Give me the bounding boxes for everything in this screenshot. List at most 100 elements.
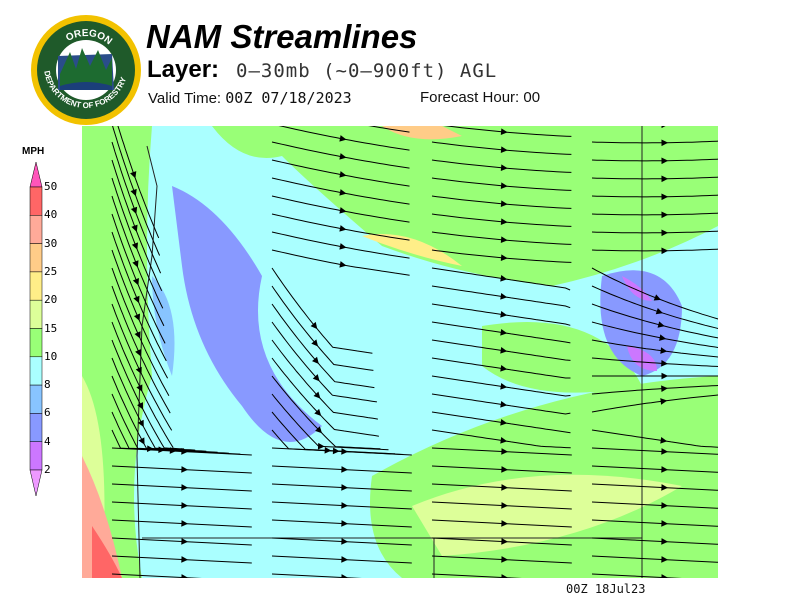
streamline-arrow	[181, 538, 189, 545]
streamline-arrow	[136, 384, 143, 392]
color-legend	[29, 161, 43, 497]
streamline-arrow	[500, 254, 508, 261]
streamline-arrow	[311, 339, 319, 347]
streamline-arrow	[312, 374, 320, 382]
streamline-arrow	[661, 360, 668, 367]
streamline-arrow	[341, 556, 349, 563]
streamline-arrow	[339, 243, 347, 250]
streamline-arrow	[501, 502, 509, 509]
layer-label: Layer:	[147, 56, 220, 83]
streamline-arrow	[500, 329, 508, 336]
streamline-arrow	[341, 520, 349, 527]
streamline-arrow	[339, 207, 347, 214]
streamline-arrow	[500, 275, 508, 282]
streamline-arrow	[661, 448, 669, 455]
streamline-arrow	[661, 502, 669, 509]
streamline-arrow	[661, 574, 669, 578]
streamline-arrow	[500, 218, 508, 225]
streamline-arrow	[500, 128, 508, 135]
streamline-arrow	[339, 135, 347, 142]
legend-tick: 50	[44, 180, 58, 193]
streamline-arrow	[133, 313, 140, 321]
streamline-arrow	[339, 153, 347, 160]
streamline-arrow	[313, 391, 321, 399]
streamline-arrow	[500, 311, 508, 318]
legend-tick: 15	[44, 321, 58, 335]
streamline-arrow	[500, 182, 508, 189]
streamline-arrow	[500, 437, 508, 444]
legend-swatch	[29, 384, 43, 414]
streamline-arrow	[661, 211, 669, 219]
streamline-arrow	[181, 466, 189, 473]
valid-time-value: 00Z 07/18/2023	[225, 89, 352, 107]
streamline-arrow	[660, 398, 668, 405]
streamline-arrow	[181, 520, 189, 527]
streamline-arrow	[661, 372, 669, 380]
streamline-arrow	[661, 139, 669, 147]
state-borders	[136, 126, 643, 578]
legend-swatch	[29, 271, 43, 301]
streamline-arrow	[655, 307, 664, 315]
streamline-arrow	[661, 484, 669, 491]
streamlines	[111, 126, 718, 578]
streamline-arrow	[132, 277, 139, 286]
streamline-arrow	[660, 347, 668, 354]
streamline-arrow	[500, 347, 508, 354]
streamline-arrow	[659, 334, 667, 341]
legend-swatch	[29, 243, 43, 273]
streamline-arrow	[341, 448, 349, 455]
legend-tick: 8	[44, 378, 51, 392]
streamline-arrow	[135, 349, 142, 357]
streamline-arrow	[312, 356, 319, 364]
model-run-stamp: 00Z 18Jul23	[566, 582, 646, 596]
forecast-hour-label: Forecast Hour:	[420, 89, 520, 106]
streamline-arrow	[500, 365, 508, 372]
streamline-arrow	[339, 225, 347, 232]
streamline-arrow	[660, 437, 668, 444]
layer-value: 0–30mb (~0–900ft) AGL	[236, 60, 498, 82]
streamline-arrow	[661, 538, 669, 545]
legend-min-arrow	[29, 469, 43, 497]
streamline-arrow	[135, 366, 142, 375]
streamline-arrow	[501, 538, 509, 545]
forecast-hour-value: 00	[523, 89, 541, 106]
streamline-arrow	[661, 126, 669, 129]
streamline-arrow	[341, 484, 349, 491]
legend-tick: 40	[44, 208, 58, 222]
streamline-arrow	[132, 260, 139, 268]
legend-tick: 25	[44, 264, 58, 278]
streamline-arrow	[181, 556, 189, 563]
streamline-arrow	[339, 261, 347, 268]
legend-swatch	[29, 441, 43, 471]
streamline-arrow	[133, 295, 140, 304]
streamline-arrow	[130, 188, 137, 197]
legend-swatch	[29, 299, 43, 329]
streamline-arrow	[130, 171, 137, 179]
streamline-arrow	[341, 502, 349, 509]
legend-swatch	[29, 413, 43, 442]
streamline-arrow	[500, 419, 508, 426]
streamline-arrow	[137, 419, 144, 428]
streamline-arrow	[500, 383, 508, 390]
forecast-hour: Forecast Hour: 00	[420, 89, 540, 106]
streamline-arrow	[130, 206, 138, 215]
legend-max-arrow	[29, 161, 43, 188]
streamline-arrow	[661, 385, 668, 392]
streamline-arrow	[501, 574, 509, 578]
legend-unit: MPH	[22, 146, 45, 157]
legend-tick: 4	[44, 434, 51, 448]
legend-swatch	[29, 328, 43, 358]
streamline-arrow	[181, 484, 189, 491]
streamline-arrow	[310, 321, 318, 330]
streamline-arrow	[181, 574, 189, 578]
legend-swatch	[29, 356, 43, 386]
streamline-arrow	[341, 574, 349, 578]
streamline-arrow	[339, 171, 347, 178]
streamline-arrow	[661, 175, 669, 183]
legend-tick: 6	[44, 406, 51, 420]
streamline-arrow	[661, 247, 669, 255]
streamline-arrow	[661, 556, 669, 563]
oregon-department-of-forestry-logo: OREGON DEPARTMENT OF FORESTRY	[31, 15, 141, 125]
streamline-arrow	[131, 242, 139, 250]
legend-tick: 2	[44, 463, 51, 476]
